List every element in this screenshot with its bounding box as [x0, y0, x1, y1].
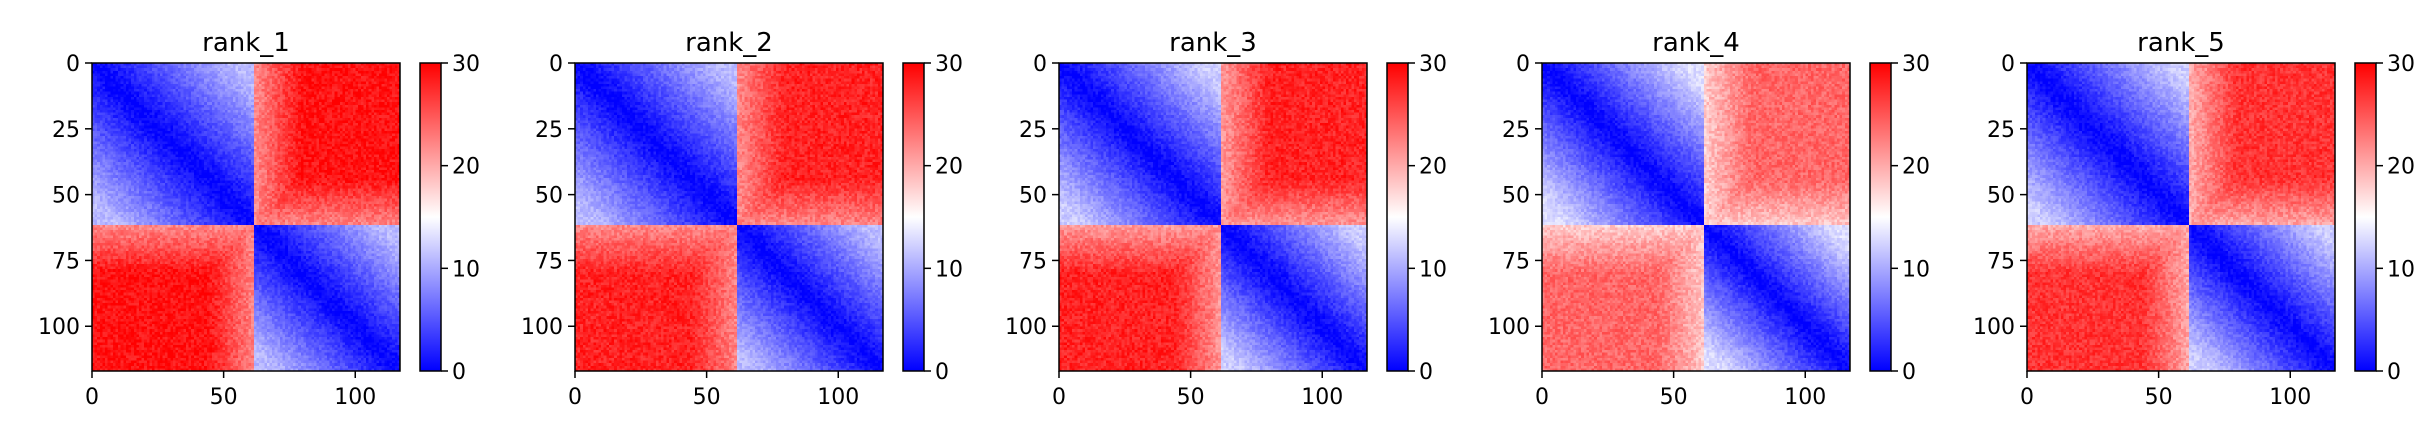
y-tick-label: 0: [1516, 52, 1530, 77]
x-tick-label: 100: [1301, 385, 1343, 410]
colorbar: [2354, 62, 2377, 372]
colorbar: [1386, 62, 1409, 372]
colorbar-tick-label: 20: [2387, 155, 2415, 180]
heatmap-panel-rank_1: rank_1 0 50 100 0 25 50 75 100 0 10 20 30: [38, 28, 480, 410]
y-tick-label: 25: [1502, 118, 1530, 143]
x-tick-label: 100: [1784, 385, 1826, 410]
colorbar-tick-label: 30: [935, 52, 963, 77]
colorbar-tick-label: 10: [1419, 257, 1447, 282]
x-tick-label: 100: [334, 385, 376, 410]
y-tick-label: 50: [535, 184, 563, 209]
colorbar-tick-label: 10: [2387, 257, 2415, 282]
y-tick-label: 50: [1502, 184, 1530, 209]
colorbar-tick-label: 0: [2387, 360, 2401, 385]
axes-frame: [2026, 62, 2336, 372]
colorbar-tick-label: 30: [1902, 52, 1930, 77]
panel-title: rank_5: [2137, 28, 2225, 58]
panel-title: rank_4: [1652, 28, 1740, 58]
colorbar: [419, 62, 442, 372]
y-tick-label: 100: [1005, 315, 1047, 340]
colorbar-tick-label: 0: [1902, 360, 1916, 385]
axes-frame: [1541, 62, 1851, 372]
axes-frame: [91, 62, 401, 372]
y-tick-label: 100: [1973, 315, 2015, 340]
y-tick-label: 100: [521, 315, 563, 340]
colorbar-tick-label: 20: [935, 155, 963, 180]
y-tick-label: 75: [1502, 249, 1530, 274]
colorbar-tick-label: 20: [1419, 155, 1447, 180]
heatmap-panel-rank_3: rank_3 0 50 100 0 25 50 75 100 0 10 20 30: [1005, 28, 1447, 410]
heatmap-image: [1059, 63, 1367, 371]
panel-title: rank_3: [1169, 28, 1257, 58]
panel-title: rank_1: [202, 28, 290, 58]
x-tick-label: 100: [817, 385, 859, 410]
x-tick-label: 0: [568, 385, 582, 410]
colorbar-tick-label: 20: [1902, 155, 1930, 180]
x-tick-label: 50: [2145, 385, 2173, 410]
x-tick-label: 50: [693, 385, 721, 410]
colorbar-tick-label: 10: [452, 257, 480, 282]
y-tick-label: 25: [52, 118, 80, 143]
y-tick-label: 0: [1033, 52, 1047, 77]
heatmap-image: [92, 63, 400, 371]
y-tick-label: 25: [535, 118, 563, 143]
axes-frame: [574, 62, 884, 372]
colorbar-tick-label: 30: [452, 52, 480, 77]
y-tick-label: 25: [1019, 118, 1047, 143]
y-tick-label: 75: [535, 249, 563, 274]
y-tick-label: 75: [1019, 249, 1047, 274]
x-tick-label: 100: [2269, 385, 2311, 410]
y-tick-label: 75: [52, 249, 80, 274]
y-tick-label: 50: [1987, 184, 2015, 209]
heatmap-panel-rank_4: rank_4 0 50 100 0 25 50 75 100 0 10 20 30: [1488, 28, 1930, 410]
y-tick-label: 0: [66, 52, 80, 77]
y-tick-label: 0: [549, 52, 563, 77]
y-tick-label: 100: [38, 315, 80, 340]
y-tick-label: 0: [2001, 52, 2015, 77]
heatmap-panel-rank_5: rank_5 0 50 100 0 25 50 75 100 0 10 20 30: [1973, 28, 2415, 410]
axes-frame: [1058, 62, 1368, 372]
colorbar-tick-label: 0: [452, 360, 466, 385]
panel-title: rank_2: [685, 28, 773, 58]
colorbar-tick-label: 20: [452, 155, 480, 180]
x-tick-label: 0: [1535, 385, 1549, 410]
x-tick-label: 50: [210, 385, 238, 410]
colorbar-tick-label: 0: [935, 360, 949, 385]
y-tick-label: 25: [1987, 118, 2015, 143]
x-tick-label: 50: [1660, 385, 1688, 410]
heatmap-panel-rank_2: rank_2 0 50 100 0 25 50 75 100 0 10 20 30: [521, 28, 963, 410]
y-tick-label: 100: [1488, 315, 1530, 340]
y-tick-label: 75: [1987, 249, 2015, 274]
colorbar-tick-label: 30: [2387, 52, 2415, 77]
x-tick-label: 0: [2020, 385, 2034, 410]
y-tick-label: 50: [52, 184, 80, 209]
colorbar-tick-label: 10: [935, 257, 963, 282]
y-tick-label: 50: [1019, 184, 1047, 209]
colorbar-tick-label: 10: [1902, 257, 1930, 282]
x-tick-label: 0: [1052, 385, 1066, 410]
heatmap-image: [1542, 63, 1850, 371]
heatmap-image: [2027, 63, 2335, 371]
colorbar-tick-label: 30: [1419, 52, 1447, 77]
colorbar-tick-label: 0: [1419, 360, 1433, 385]
colorbar: [902, 62, 925, 372]
x-tick-label: 0: [85, 385, 99, 410]
colorbar: [1869, 62, 1892, 372]
x-tick-label: 50: [1177, 385, 1205, 410]
heatmap-image: [575, 63, 883, 371]
